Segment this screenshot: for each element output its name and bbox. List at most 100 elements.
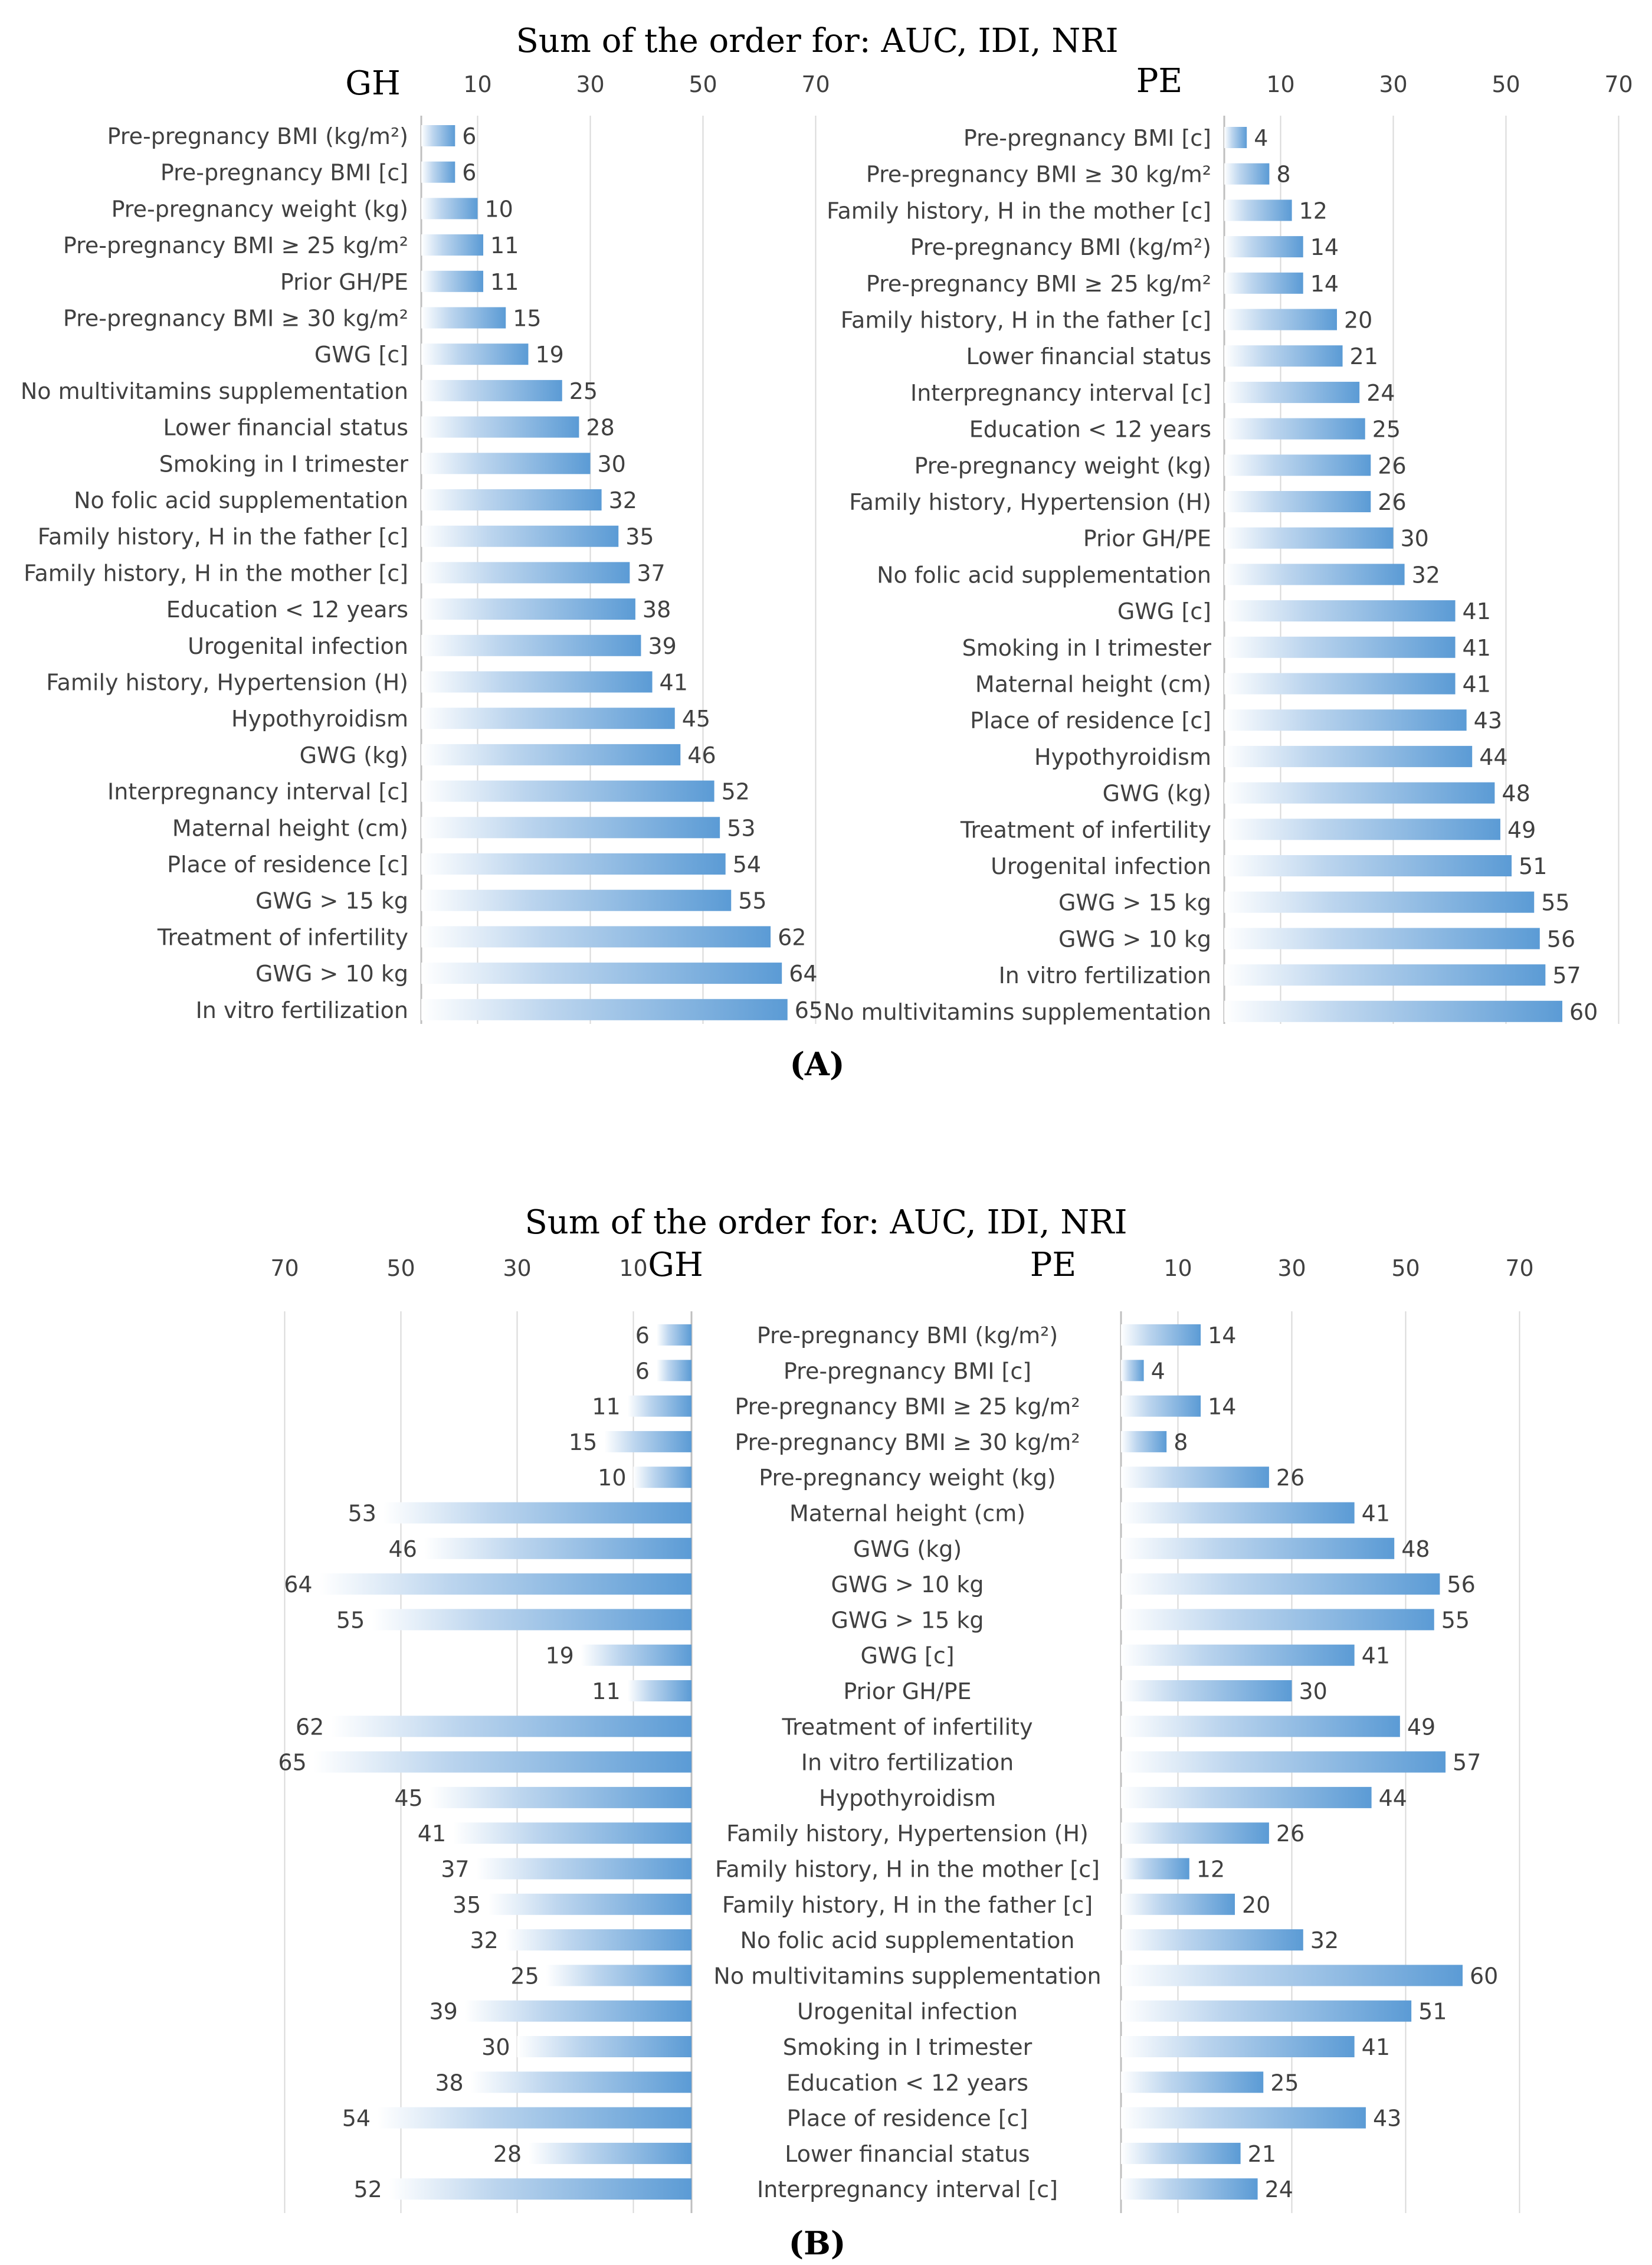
b-pe-data-label: 41 — [1362, 1643, 1390, 1669]
a-gh-bar — [421, 817, 720, 839]
a-pe-category-label: In vitro fertilization — [999, 963, 1211, 989]
a-gh-data-label: 64 — [789, 961, 817, 987]
b-category-label: Pre-pregnancy BMI ≥ 25 kg/m² — [735, 1394, 1080, 1420]
a-pe-bar — [1224, 418, 1365, 440]
b-category-label: Maternal height (cm) — [789, 1501, 1025, 1527]
a-pe-category-label: GWG [c] — [1117, 598, 1211, 624]
a-gh-data-label: 55 — [738, 888, 766, 914]
a-pe-category-label: Maternal height (cm) — [975, 672, 1211, 698]
b-pe-data-label: 44 — [1379, 1785, 1407, 1811]
a-pe-data-label: 8 — [1276, 162, 1290, 188]
a-gh-bar — [421, 963, 782, 984]
b-pe-data-label: 14 — [1208, 1394, 1236, 1420]
b-gh-data-label: 45 — [394, 1785, 422, 1811]
a-pe-data-label: 41 — [1463, 598, 1491, 624]
b-category-label: Pre-pregnancy BMI ≥ 30 kg/m² — [735, 1429, 1080, 1455]
b-gh-data-label: 28 — [493, 2141, 522, 2167]
b-pe-data-label: 21 — [1248, 2141, 1276, 2167]
b-pe-bar — [1121, 2071, 1264, 2093]
panel-b-caption: (B) — [789, 2224, 846, 2262]
a-gh-data-label: 65 — [795, 997, 823, 1023]
a-gh-bar — [421, 416, 579, 438]
b-gh-bar — [372, 1609, 691, 1631]
a-pe-category-label: Education < 12 years — [969, 417, 1211, 443]
a-pe-bar — [1224, 819, 1500, 840]
b-gh-tick-label: 10 — [619, 1255, 647, 1281]
b-pe-bar — [1121, 1751, 1446, 1773]
panel-b-gh-chart: 1030507066111510534664551911626545413735… — [270, 1255, 693, 2213]
a-gh-bar — [421, 453, 591, 474]
b-pe-bar — [1121, 2000, 1412, 2022]
a-pe-bar — [1224, 491, 1371, 512]
a-gh-category-label: Smoking in I trimester — [159, 451, 409, 477]
a-pe-category-label: GWG > 15 kg — [1058, 890, 1211, 916]
panel-a-pe-chart: 10 30 50 70 4 Pre-pregnancy BMI [c] 8 Pre-pregn… — [824, 71, 1633, 1025]
a-gh-bar — [421, 853, 726, 875]
a-pe-data-label: 55 — [1541, 890, 1569, 916]
b-gh-bar — [529, 2142, 691, 2164]
b-gh-bar — [476, 1858, 691, 1880]
a-pe-bar — [1224, 454, 1371, 476]
b-category-label: Family history, Hypertension (H) — [726, 1821, 1089, 1847]
a-gh-bar — [421, 999, 788, 1020]
b-gh-data-label: 15 — [569, 1429, 597, 1455]
a-gh-bar — [421, 562, 630, 584]
b-gh-tick-label: 70 — [270, 1255, 299, 1281]
b-pe-bar — [1121, 1893, 1235, 1915]
a-pe-data-label: 14 — [1310, 271, 1339, 297]
a-pe-data-label: 14 — [1310, 234, 1339, 260]
a-pe-data-label: 26 — [1378, 453, 1406, 479]
a-gh-category-label: GWG > 15 kg — [255, 888, 408, 914]
a-gh-category-label: Family history, Hypertension (H) — [46, 670, 408, 696]
b-gh-bar — [656, 1324, 691, 1346]
a-pe-tick-label: 70 — [1604, 71, 1633, 97]
b-pe-data-label: 51 — [1418, 1999, 1447, 2025]
b-pe-bar — [1121, 1324, 1201, 1346]
a-gh-data-label: 41 — [660, 670, 688, 696]
a-pe-bar — [1224, 236, 1303, 258]
a-gh-category-label: Pre-pregnancy BMI [c] — [160, 160, 408, 186]
b-pe-bar — [1121, 1822, 1269, 1844]
panel-a-gh-chart: 10 30 50 70 6 Pre-pregnancy BMI (kg/m²) 6 Pre-p… — [21, 71, 830, 1024]
a-pe-category-label: No folic acid supplementation — [877, 562, 1211, 588]
b-pe-data-label: 48 — [1401, 1536, 1430, 1562]
b-pe-tick-label: 70 — [1505, 1255, 1533, 1281]
a-pe-bar — [1224, 345, 1343, 367]
a-gh-data-label: 52 — [722, 779, 750, 805]
a-gh-bar — [421, 198, 478, 220]
b-pe-data-label: 41 — [1362, 1501, 1390, 1527]
a-pe-tick-label: 10 — [1266, 71, 1294, 97]
b-pe-data-label: 12 — [1197, 1857, 1225, 1883]
b-pe-data-label: 4 — [1151, 1358, 1165, 1384]
b-category-label: Interpregnancy interval [c] — [757, 2176, 1058, 2202]
a-pe-data-label: 25 — [1372, 417, 1401, 443]
a-gh-category-label: Hypothyroidism — [231, 706, 408, 732]
b-category-label: Pre-pregnancy BMI [c] — [784, 1358, 1031, 1384]
a-pe-category-label: Smoking in I trimester — [962, 635, 1212, 661]
a-gh-bar — [421, 379, 562, 401]
a-gh-category-label: Interpregnancy interval [c] — [107, 779, 408, 805]
b-gh-data-label: 30 — [481, 2034, 510, 2060]
b-gh-tick-label: 50 — [386, 1255, 415, 1281]
b-gh-data-label: 6 — [635, 1358, 650, 1384]
b-gh-data-label: 52 — [353, 2176, 382, 2202]
b-pe-bar — [1121, 2142, 1241, 2164]
a-gh-data-label: 30 — [598, 451, 626, 477]
b-pe-bar — [1121, 2107, 1366, 2129]
b-gh-data-label: 62 — [296, 1714, 324, 1740]
a-gh-category-label: Lower financial status — [163, 415, 408, 441]
a-pe-category-label: Lower financial status — [966, 343, 1211, 369]
a-gh-data-label: 46 — [687, 742, 716, 768]
b-pe-bar — [1121, 2036, 1355, 2057]
b-pe-bar — [1121, 1467, 1269, 1488]
panel-b-pe-label: PE — [1030, 1246, 1077, 1284]
a-gh-category-label: Family history, H in the father [c] — [38, 524, 408, 550]
b-pe-data-label: 25 — [1270, 2070, 1299, 2096]
a-pe-tick-label: 30 — [1379, 71, 1407, 97]
b-gh-data-label: 32 — [470, 1927, 498, 1953]
b-pe-data-label: 30 — [1299, 1678, 1328, 1704]
b-pe-data-label: 8 — [1174, 1429, 1188, 1455]
b-gh-bar — [581, 1644, 691, 1666]
b-gh-bar — [633, 1467, 691, 1488]
b-gh-tick-label: 30 — [503, 1255, 531, 1281]
